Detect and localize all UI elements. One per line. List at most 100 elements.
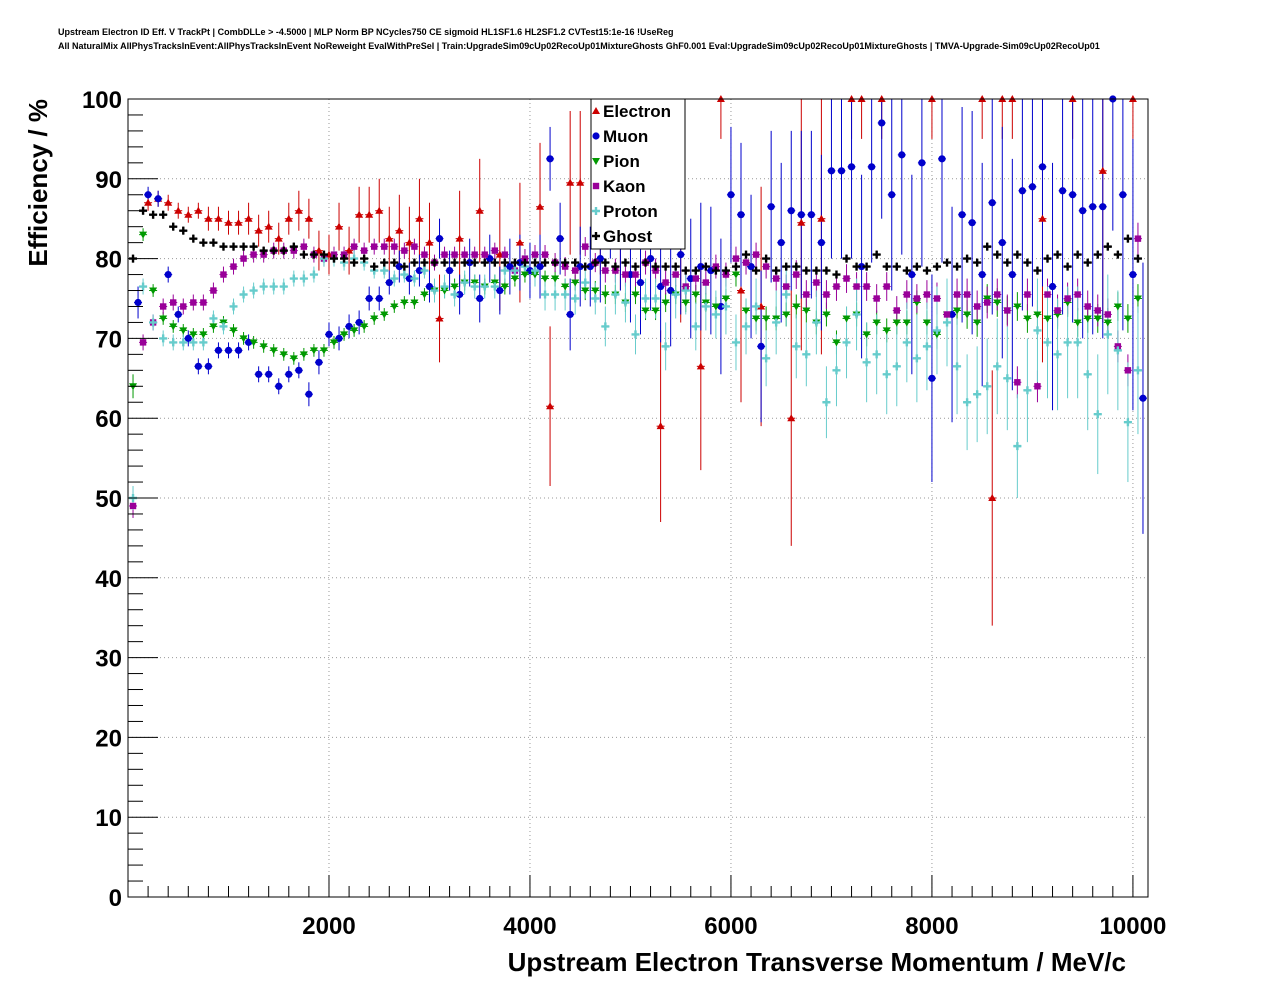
ghost-point [1003,258,1012,267]
kaon-point [381,243,388,250]
y-tick-label: 80 [95,247,122,274]
pion-point [832,339,841,347]
pion-point [530,271,539,279]
electron-point [204,214,213,222]
proton-point [530,266,539,275]
pion-point [711,303,720,311]
ghost-point [169,222,178,231]
ghost-point [1053,250,1062,259]
legend-entry-pion: Pion [603,152,640,171]
ghost-point [309,250,318,259]
proton-point [963,398,972,407]
electron-point [385,234,394,242]
ghost-point [480,258,489,267]
ghost-point [319,250,328,259]
ghost-point [601,258,610,267]
legend-box [590,98,686,250]
muon-point [305,390,313,398]
kaon-point [873,295,880,302]
proton-point [269,282,278,291]
pion-point [862,331,871,339]
muon-point [687,274,695,283]
kaon-point [893,307,900,314]
proton-point [953,362,962,371]
y-tick-label: 100 [82,87,122,114]
proton-point [973,390,982,399]
kaon-point [702,279,710,286]
proton-point [470,282,479,291]
ghost-point [993,250,1002,259]
muon-point [868,163,876,171]
pion-point [631,291,640,299]
proton-point [812,318,821,327]
x-tick-label: 4000 [503,913,556,940]
ghost-point [209,238,218,247]
legend-entry-kaon: Kaon [603,177,646,196]
ghost-point [782,262,791,271]
pion-point [721,295,730,303]
pion-point [993,299,1002,307]
ghost-point [973,258,982,267]
proton-point [500,266,509,275]
kaon-point [742,259,750,266]
ghost-point [611,262,620,271]
pion-point [289,355,298,363]
ghost-point [762,254,771,263]
muon-point [154,195,162,203]
proton-point [1033,326,1042,335]
electron-point [455,234,464,242]
proton-point [460,278,469,287]
proton-point [1023,386,1032,395]
electron-point [365,210,374,218]
pion-point [370,315,379,323]
kaon-point [571,267,579,274]
ghost-point [792,262,801,271]
ghost-point [410,258,419,267]
electron-point [757,302,766,310]
electron-point [1038,214,1047,222]
proton-point [229,302,238,311]
proton-point [1083,370,1092,379]
y-tick-label: 40 [95,566,122,593]
muon-point [295,366,303,374]
proton-point [189,338,198,347]
electron-point [194,206,203,214]
pion-point [963,311,972,319]
kaon-point [1024,291,1031,298]
pion-point [601,291,610,299]
ghost-point [149,210,158,219]
ghost-point [1103,242,1112,251]
ghost-point [360,254,369,263]
muon-point [1089,203,1097,211]
proton-point [711,310,720,319]
proton-point [862,358,871,367]
kaon-point [240,255,247,262]
pion-point [1013,303,1022,311]
electron-point [234,218,243,226]
electron-point [415,214,424,222]
muon-point [395,262,403,271]
legend-marker-muon [592,132,600,140]
kaon-point [1054,307,1061,314]
legend-marker-ghost [592,232,600,240]
electron-point [224,218,233,226]
proton-point [430,286,439,295]
kaon-point [853,283,860,290]
muon-point [1119,191,1127,199]
electron-point [214,214,223,222]
pion-point [189,331,198,339]
muon-point [445,266,454,275]
ghost-point [631,262,640,271]
pion-point [309,347,318,355]
muon-point [677,251,685,259]
pion-point [742,307,751,315]
chart-title-line-1: Upstream Electron ID Eff. V TrackPt | Co… [58,27,674,37]
kaon-point [953,291,961,298]
kaon-point [803,291,810,298]
proton-point [772,318,781,327]
kaon-point [441,251,448,258]
kaon-point [772,275,780,282]
ghost-point [802,266,811,275]
kaon-point [1004,307,1011,314]
electron-point [274,234,283,242]
